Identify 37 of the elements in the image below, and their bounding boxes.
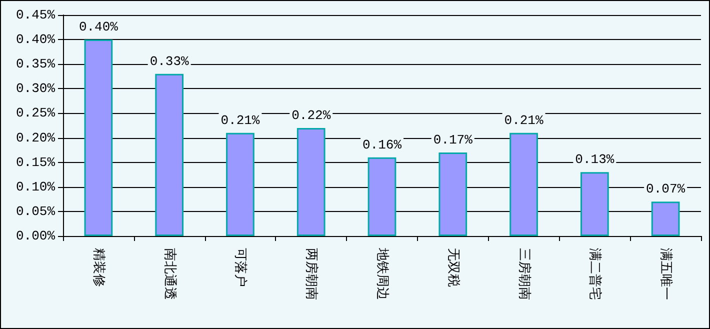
bar xyxy=(651,202,680,236)
data-label: 0.33% xyxy=(150,54,190,69)
data-label: 0.21% xyxy=(220,112,260,128)
x-tick-label: 两房朝南 xyxy=(304,248,320,300)
data-label: 0.22% xyxy=(292,108,331,123)
x-tick-label: 无双税 xyxy=(445,248,460,287)
data-label: 0.16% xyxy=(362,137,402,152)
y-tick-label: 0.25% xyxy=(16,106,56,121)
y-tick-label: 0.30% xyxy=(16,81,56,96)
bar xyxy=(510,132,538,236)
y-tick-label: 0.35% xyxy=(16,56,56,72)
y-tick-label: 0.40% xyxy=(16,32,56,48)
x-tick-label: 三房朝南 xyxy=(516,248,532,300)
x-tick-label: 满二普宅 xyxy=(587,248,604,300)
y-tick-label: 0.00% xyxy=(16,228,56,244)
bar xyxy=(580,172,609,236)
data-label: 0.07% xyxy=(646,182,686,197)
y-tick-label: 0.15% xyxy=(16,154,56,170)
data-label: 0.17% xyxy=(433,132,473,148)
data-label: 0.21% xyxy=(504,112,544,128)
y-tick-label: 0.20% xyxy=(16,130,56,146)
bar xyxy=(438,152,468,236)
y-tick-label: 0.10% xyxy=(16,179,56,194)
x-tick-label: 地铁周边 xyxy=(374,247,390,300)
x-tick-label: 可落户 xyxy=(232,248,248,287)
y-tick-label: 0.05% xyxy=(16,204,56,219)
y-tick-label: 0.45% xyxy=(16,8,56,22)
bar xyxy=(84,40,113,236)
bar xyxy=(368,157,396,236)
bar xyxy=(155,74,184,236)
x-tick-label: 南北通透 xyxy=(162,248,177,300)
data-label: 0.13% xyxy=(575,152,614,168)
bar xyxy=(226,132,254,236)
data-label: 0.40% xyxy=(78,20,118,35)
bar xyxy=(296,128,326,236)
x-tick-label: 精装修 xyxy=(90,248,106,287)
x-tick-label: 满五唯一 xyxy=(658,248,674,300)
